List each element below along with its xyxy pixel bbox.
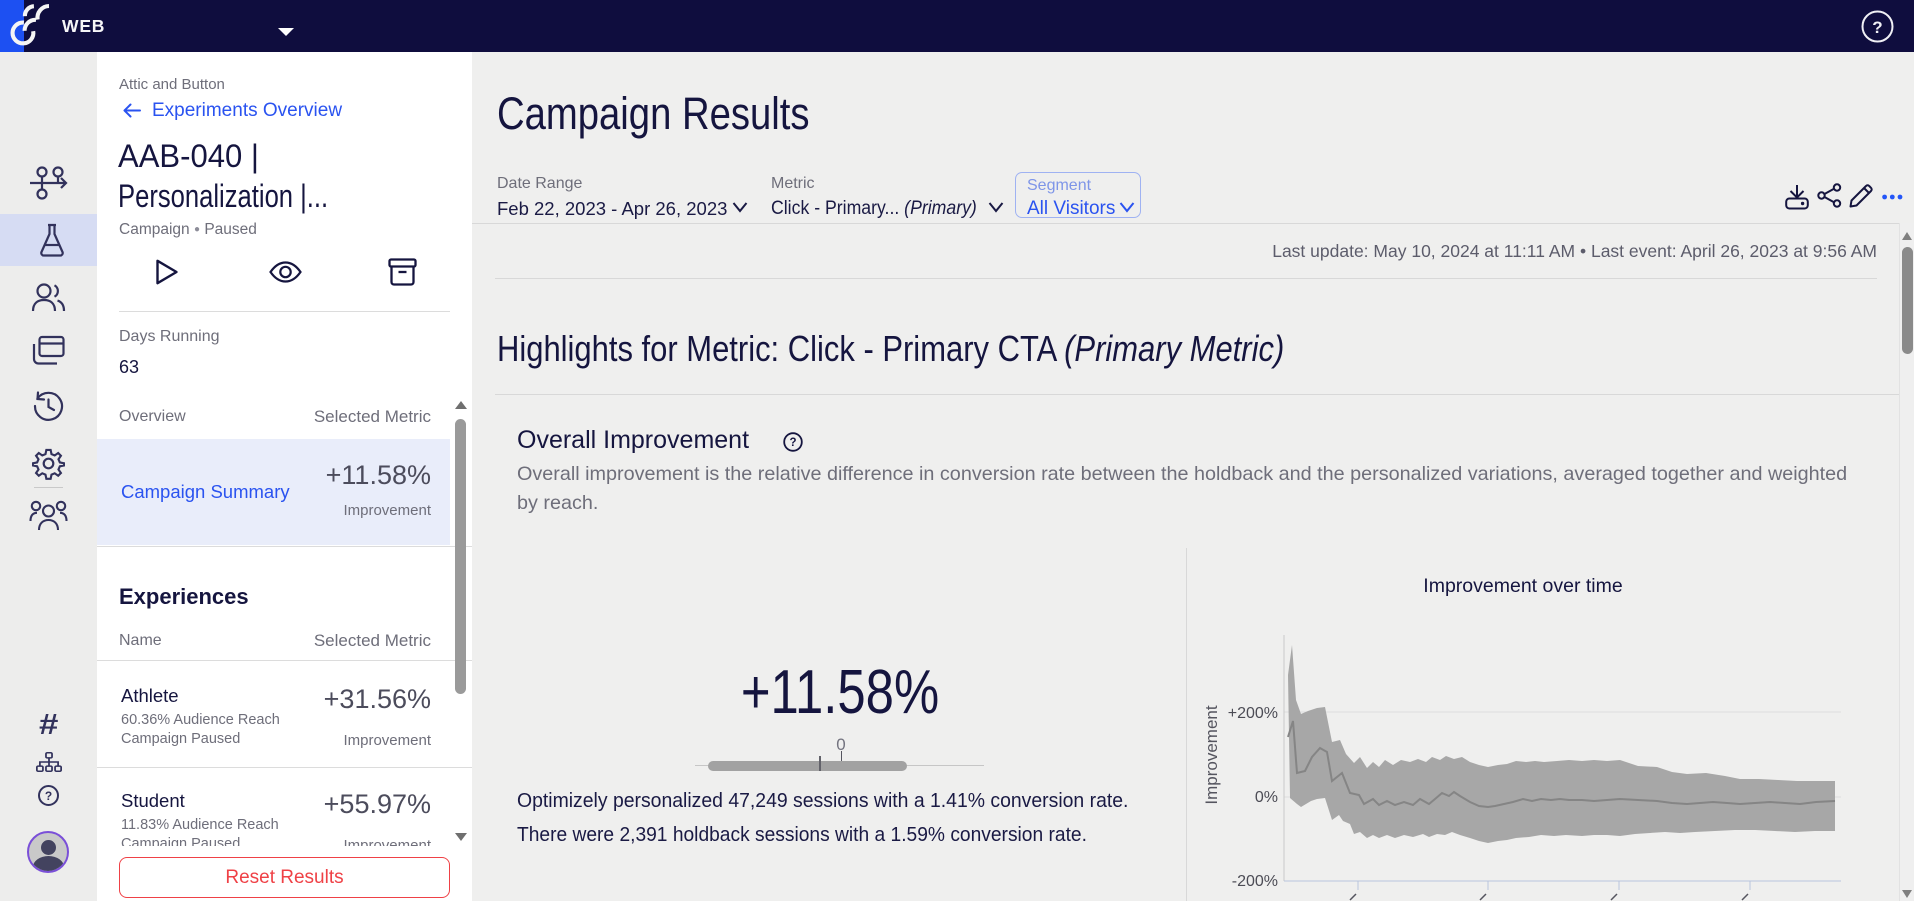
svg-text:?: ? [1872, 18, 1882, 37]
svg-text:?: ? [789, 437, 796, 449]
svg-text:?: ? [45, 789, 52, 803]
